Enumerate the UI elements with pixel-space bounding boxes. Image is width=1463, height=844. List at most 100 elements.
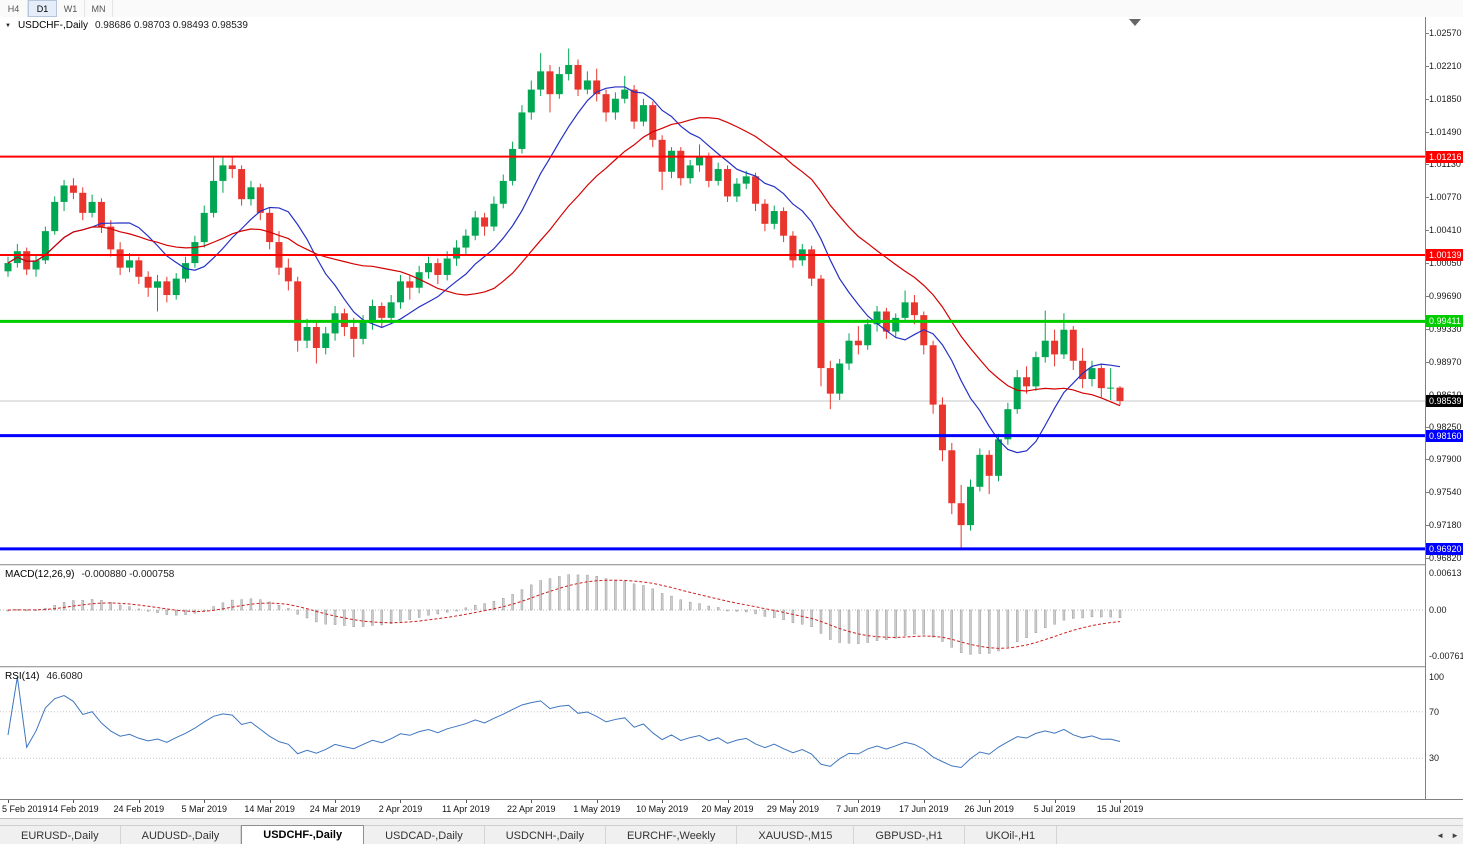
price-axis-label: 1.01850 <box>1429 93 1462 104</box>
price-axis-label: 1.01490 <box>1429 126 1462 137</box>
status-strip <box>0 818 1463 826</box>
hline-price-label: 1.01216 <box>1426 150 1463 163</box>
hline-price-label: 0.98160 <box>1426 429 1463 442</box>
chart-tab-UKOil-,H1[interactable]: UKOil-,H1 <box>964 826 1058 844</box>
price-axis-tick <box>1426 558 1429 559</box>
price-axis-label: 0.96820 <box>1429 553 1462 563</box>
price-axis-label: 0.97900 <box>1429 454 1462 465</box>
chart-tab-EURUSD-,Daily[interactable]: EURUSD-,Daily <box>0 826 121 844</box>
time-axis-tick <box>400 800 402 803</box>
chart-tab-GBPUSD-,H1[interactable]: GBPUSD-,H1 <box>854 826 965 844</box>
price-axis-label: 1.00410 <box>1429 225 1462 236</box>
rsi-pane[interactable] <box>0 668 1425 799</box>
macd-pane[interactable] <box>0 566 1425 666</box>
price-chart-pane[interactable] <box>0 17 1425 564</box>
date-label: 24 Mar 2019 <box>309 804 361 814</box>
price-axis-label: 0.98970 <box>1429 356 1462 367</box>
date-label: 14 Mar 2019 <box>244 804 295 814</box>
price-axis-tick <box>1426 164 1429 166</box>
price-axis-label: 0.97540 <box>1429 487 1462 498</box>
time-axis-tick <box>204 800 206 803</box>
period-button-H4[interactable]: H4 <box>0 0 28 17</box>
hline-price-label: 0.99411 <box>1426 315 1463 328</box>
tabs-scroll-buttons: ◄ ► <box>1436 826 1459 844</box>
rsi-axis-label: 100 <box>1429 672 1445 682</box>
time-axis-tick <box>1120 800 1121 803</box>
price-axis-label: 1.02570 <box>1429 28 1462 38</box>
price-axis-tick <box>1426 492 1429 494</box>
price-axis-label: 0.99330 <box>1429 323 1462 334</box>
period-button-W1[interactable]: W1 <box>57 0 85 17</box>
price-axis-tick <box>1426 427 1429 429</box>
price-axis-label: 0.97180 <box>1429 520 1462 531</box>
symbol-dropdown-icon[interactable]: ▼ <box>5 22 11 29</box>
date-label: 17 Jun 2019 <box>898 804 949 814</box>
price-axis-label: 0.99690 <box>1429 290 1462 301</box>
price-axis-tick <box>1426 197 1429 199</box>
timeframe-toolbar: H4 D1 W1 MN <box>0 0 1463 18</box>
time-axis-tick <box>465 800 467 803</box>
date-label: 11 Apr 2019 <box>441 804 490 814</box>
period-button-D1[interactable]: D1 <box>28 0 57 17</box>
chart-tab-XAUUSD-,M15[interactable]: XAUUSD-,M15 <box>737 826 855 844</box>
period-button-MN[interactable]: MN <box>85 0 113 17</box>
date-label: 15 Jul 2019 <box>1096 804 1144 814</box>
time-axis-tick <box>792 800 794 803</box>
time-axis-tick <box>73 800 75 803</box>
price-axis-tick <box>1426 328 1429 330</box>
hline-price-label: 0.96920 <box>1426 542 1463 555</box>
time-axis-tick <box>269 800 271 803</box>
chart-tab-USDCHF-,Daily[interactable]: USDCHF-,Daily <box>241 825 365 844</box>
date-label: 10 May 2019 <box>636 804 689 814</box>
date-label: 29 May 2019 <box>766 804 819 814</box>
date-label: 1 May 2019 <box>573 804 621 814</box>
time-axis-tick <box>923 800 925 803</box>
chart-tab-USDCNH-,Daily[interactable]: USDCNH-,Daily <box>484 826 606 844</box>
chart-region: ▼ USDCHF-,Daily 0.98686 0.98703 0.98493 … <box>0 17 1463 818</box>
chart-shift-marker[interactable] <box>1129 19 1141 26</box>
time-axis[interactable]: 5 Feb 2019 14 Feb 2019 24 Feb 2019 5 Mar 20… <box>0 799 1463 818</box>
pane-separator[interactable] <box>0 564 1463 566</box>
price-axis-tick <box>1426 361 1429 363</box>
price-axis-label: 1.00770 <box>1429 192 1462 203</box>
date-label: 24 Feb 2019 <box>113 804 165 814</box>
current-price-label: 0.98539 <box>1426 395 1463 408</box>
pane-separator[interactable] <box>0 666 1463 668</box>
time-axis-tick <box>138 800 140 803</box>
chart-tab-EURCHF-,Weekly[interactable]: EURCHF-,Weekly <box>605 826 738 844</box>
date-label: 22 Apr 2019 <box>507 804 556 814</box>
price-axis-tick <box>1426 65 1429 67</box>
time-axis-tick <box>989 800 991 803</box>
price-axis-label: 1.02210 <box>1429 60 1462 71</box>
time-axis-tick <box>1054 800 1056 803</box>
price-axis-tick <box>1426 263 1429 265</box>
price-axis-tick <box>1426 131 1429 133</box>
price-axis-label: 0.98250 <box>1429 422 1462 433</box>
time-axis-tick <box>662 800 664 803</box>
price-axis-label: 0.98610 <box>1429 390 1462 400</box>
chart-tab-USDCAD-,Daily[interactable]: USDCAD-,Daily <box>364 826 485 844</box>
date-label: 7 Jun 2019 <box>836 804 881 814</box>
macd-axis-label: 0.00 <box>1429 605 1447 615</box>
price-axis-label: 1.01130 <box>1429 159 1461 170</box>
price-axis-tick <box>1426 295 1429 297</box>
time-axis-tick <box>8 800 9 803</box>
time-axis-tick <box>531 800 533 803</box>
tabs-scroll-left-icon[interactable]: ◄ <box>1436 831 1445 840</box>
price-axis[interactable]: 1.02570 1.02210 1.01850 1.01490 1.01130 1.007… <box>1425 17 1463 799</box>
price-axis-tick <box>1426 230 1429 232</box>
time-axis-tick <box>858 800 860 803</box>
price-axis-tick <box>1426 525 1429 527</box>
price-axis-tick <box>1426 33 1429 34</box>
rsi-axis-label: 30 <box>1429 753 1440 764</box>
tabs-scroll-right-icon[interactable]: ► <box>1451 831 1459 840</box>
time-axis-tick <box>596 800 598 803</box>
date-label: 5 Mar 2019 <box>181 804 227 814</box>
chart-tab-AUDUSD-,Daily[interactable]: AUDUSD-,Daily <box>120 826 242 844</box>
macd-axis-label: 0.00613 <box>1429 567 1462 578</box>
hline-price-label: 1.00139 <box>1426 248 1463 261</box>
date-label: 14 Feb 2019 <box>48 804 99 814</box>
date-label: 5 Feb 2019 <box>2 804 48 814</box>
rsi-axis-label: 70 <box>1429 706 1440 717</box>
price-axis-tick <box>1426 98 1429 100</box>
